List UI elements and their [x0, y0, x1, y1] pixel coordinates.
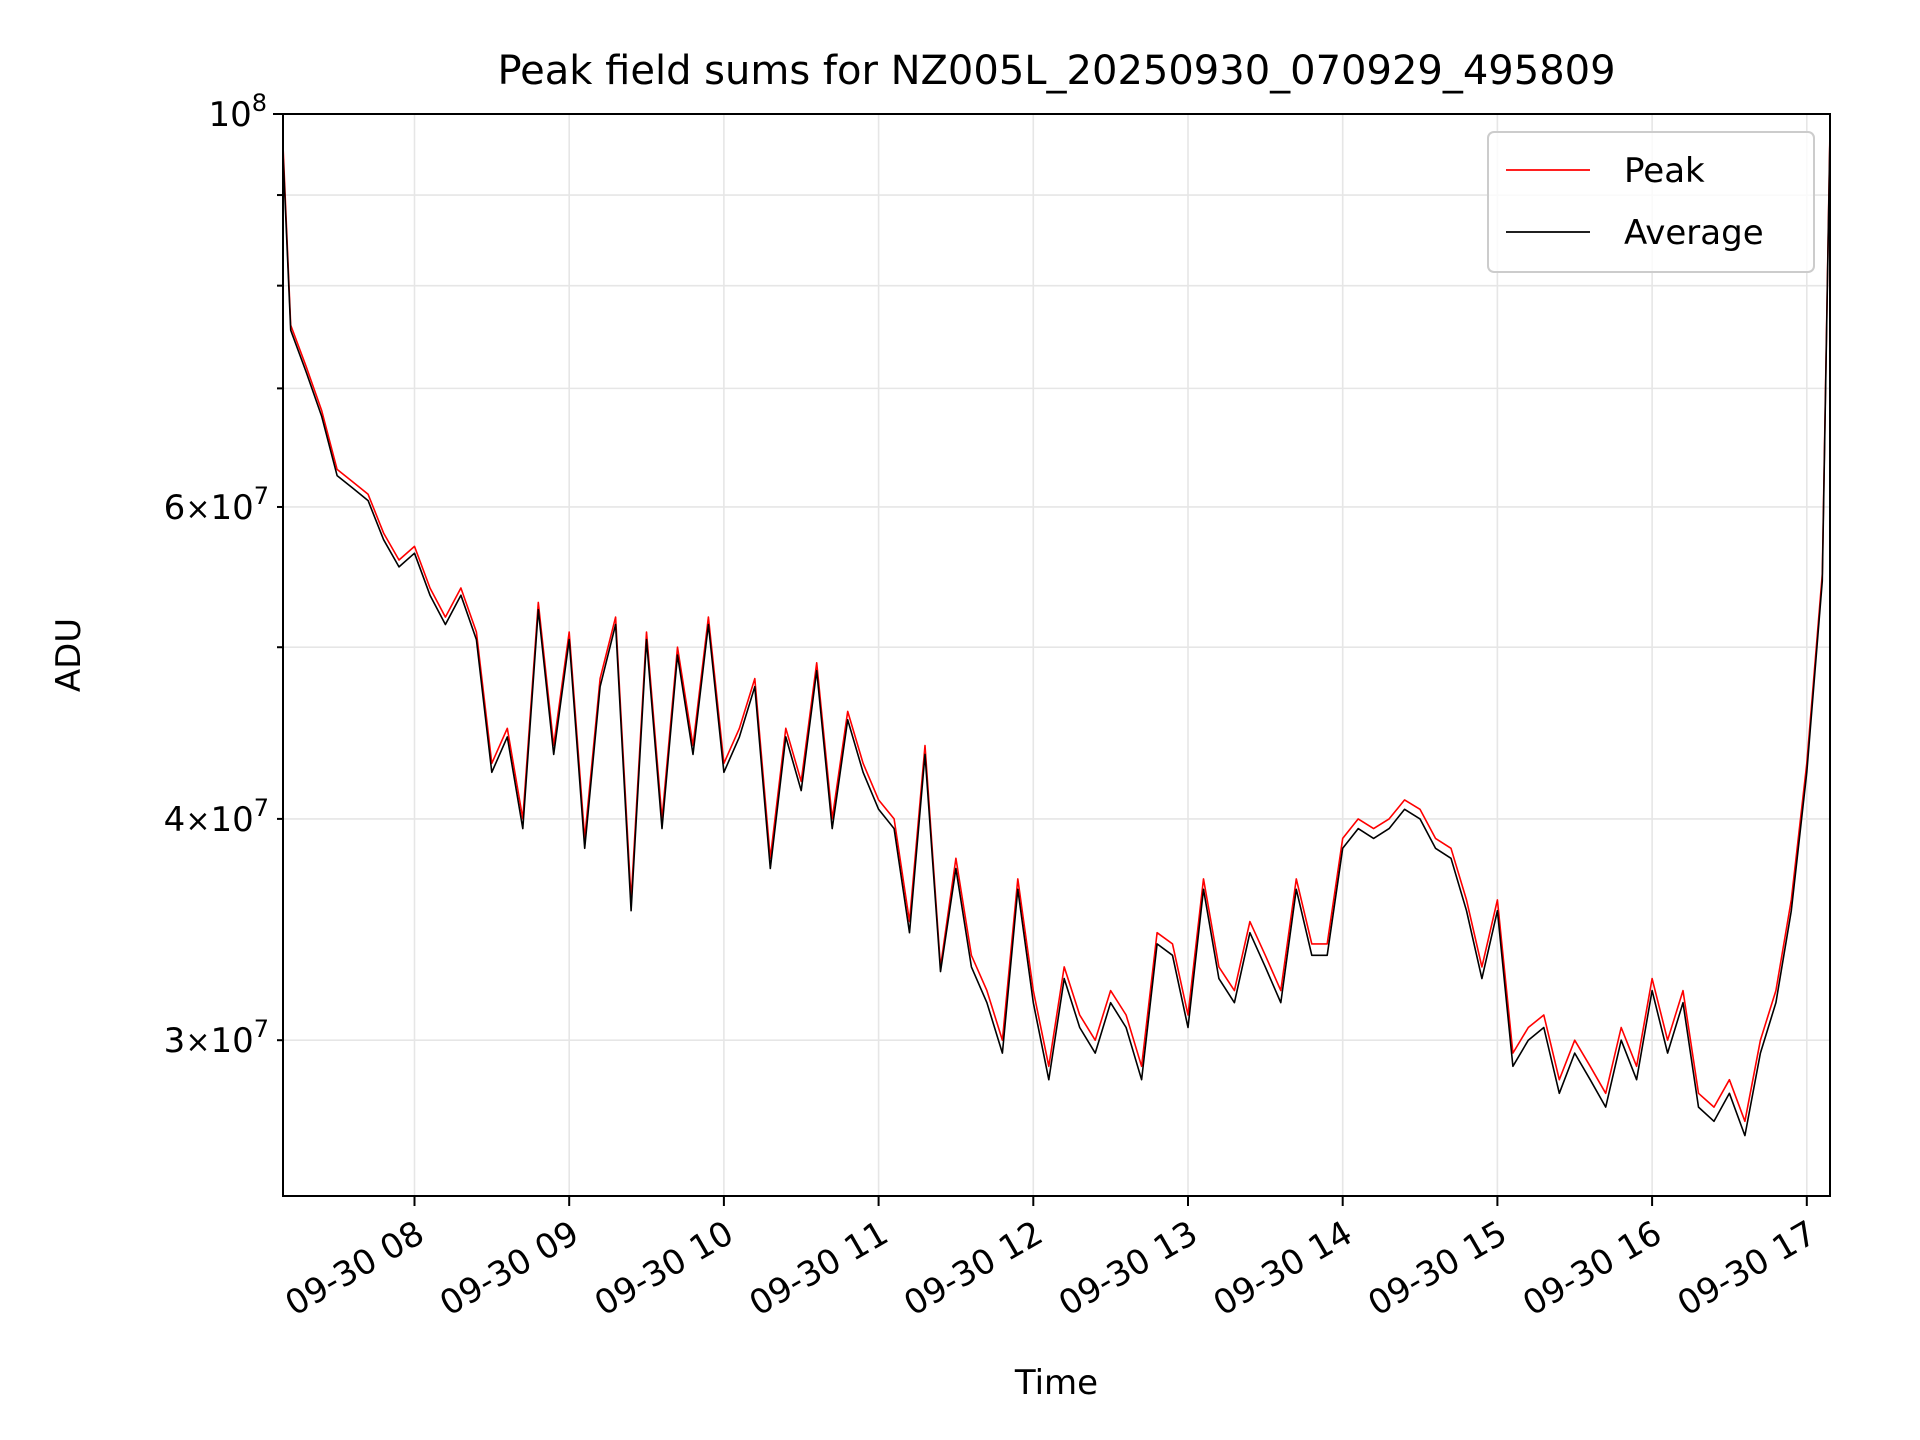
x-tick-label: 09-30 14: [1207, 1213, 1359, 1324]
y-axis-title: ADU: [49, 618, 89, 692]
axes-frame: [282, 113, 1831, 1197]
x-axis-title: Time: [1014, 1363, 1098, 1403]
x-tick-label: 09-30 08: [279, 1213, 431, 1324]
y-tick-label: 6×107: [164, 482, 269, 528]
y-tick-label: 4×107: [164, 794, 269, 840]
chart-title: Peak field sums for NZ005L_20250930_0709…: [497, 48, 1615, 94]
y-tick-label: 3×107: [164, 1015, 269, 1061]
x-tick-label: 09-30 17: [1671, 1213, 1823, 1324]
legend-label-peak: Peak: [1624, 151, 1705, 191]
legend: Peak Average: [1487, 131, 1815, 273]
x-tick-label: 09-30 10: [588, 1213, 740, 1324]
legend-label-average: Average: [1624, 213, 1764, 253]
x-tick-label: 09-30 13: [1052, 1213, 1204, 1324]
legend-box: [1487, 131, 1815, 273]
series-line-average: [282, 133, 1831, 1137]
y-tick-label: 108: [208, 89, 267, 135]
x-tick-label: 09-30 12: [897, 1213, 1049, 1324]
series-line-peak: [282, 129, 1831, 1123]
x-tick-label: 09-30 11: [743, 1213, 895, 1324]
x-tick-label: 09-30 09: [433, 1213, 585, 1324]
series-layer: [282, 129, 1831, 1137]
ticks: 09-30 08 09-30 09 09-30 10 09-30 11 09-30 12…: [164, 89, 1824, 1324]
x-tick-label: 09-30 15: [1362, 1213, 1514, 1324]
x-tick-label: 09-30 16: [1516, 1213, 1668, 1324]
